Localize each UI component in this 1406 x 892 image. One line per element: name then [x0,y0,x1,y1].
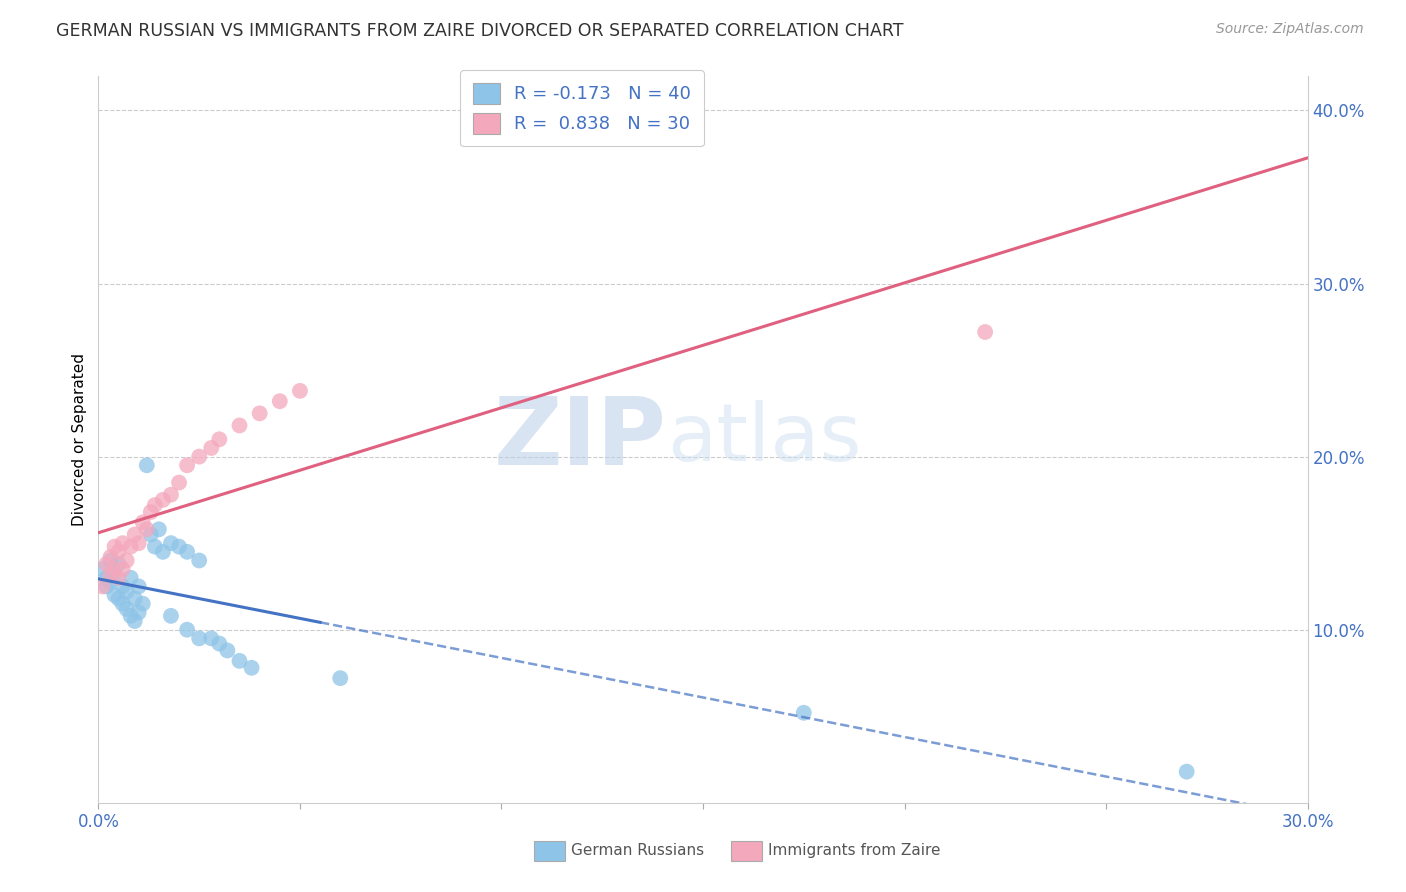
Point [160,536,183,550]
Point [217,643,239,657]
Point [124,527,146,541]
Point [135,522,157,536]
Point [96,557,118,571]
Point [148,522,170,536]
Point [128,606,150,620]
Point [91,562,114,576]
Point [100,549,122,564]
Point [188,450,211,464]
Point [228,654,250,668]
Text: Immigrants from Zaire: Immigrants from Zaire [768,844,941,858]
Point [96,571,118,585]
Point [132,516,155,530]
Point [124,614,146,628]
Point [188,632,211,646]
Point [793,706,815,720]
Point [124,591,146,606]
Point [115,553,138,567]
Point [103,562,125,576]
Point [1175,764,1198,779]
Point [269,394,291,409]
Point [107,545,129,559]
Point [128,579,150,593]
Point [160,608,183,623]
Point [176,545,198,559]
Point [96,579,118,593]
Point [100,574,122,589]
Point [103,588,125,602]
Point [115,584,138,599]
Point [103,540,125,554]
Point [111,536,134,550]
Point [120,608,142,623]
Point [208,636,231,650]
Point [115,602,138,616]
Point [111,579,134,593]
Text: German Russians: German Russians [571,844,704,858]
Point [132,597,155,611]
Point [103,567,125,582]
Y-axis label: Divorced or Separated: Divorced or Separated [72,353,87,525]
Point [111,597,134,611]
Point [135,458,157,473]
Text: GERMAN RUSSIAN VS IMMIGRANTS FROM ZAIRE DIVORCED OR SEPARATED CORRELATION CHART: GERMAN RUSSIAN VS IMMIGRANTS FROM ZAIRE … [56,22,904,40]
Point [208,432,231,446]
Text: Source: ZipAtlas.com: Source: ZipAtlas.com [1216,22,1364,37]
Point [107,571,129,585]
Point [329,671,352,685]
Point [167,540,190,554]
Point [91,579,114,593]
Point [143,498,166,512]
Point [120,540,142,554]
Point [228,418,250,433]
Point [240,661,263,675]
Point [152,545,174,559]
Point [249,406,271,420]
Point [188,553,211,567]
Point [107,557,129,571]
Point [100,567,122,582]
Point [139,527,162,541]
Text: atlas: atlas [666,401,860,478]
Point [176,623,198,637]
Point [111,562,134,576]
Legend: R = -0.173   N = 40, R =  0.838   N = 30: R = -0.173 N = 40, R = 0.838 N = 30 [460,70,704,146]
Point [974,325,997,339]
Point [100,553,122,567]
Text: ZIP: ZIP [494,393,666,485]
Point [200,441,222,455]
Point [107,591,129,606]
Point [160,488,183,502]
Point [176,458,198,473]
Point [128,536,150,550]
Point [167,475,190,490]
Point [139,505,162,519]
Point [200,632,222,646]
Point [288,384,311,398]
Point [120,571,142,585]
Point [143,540,166,554]
Point [152,492,174,507]
